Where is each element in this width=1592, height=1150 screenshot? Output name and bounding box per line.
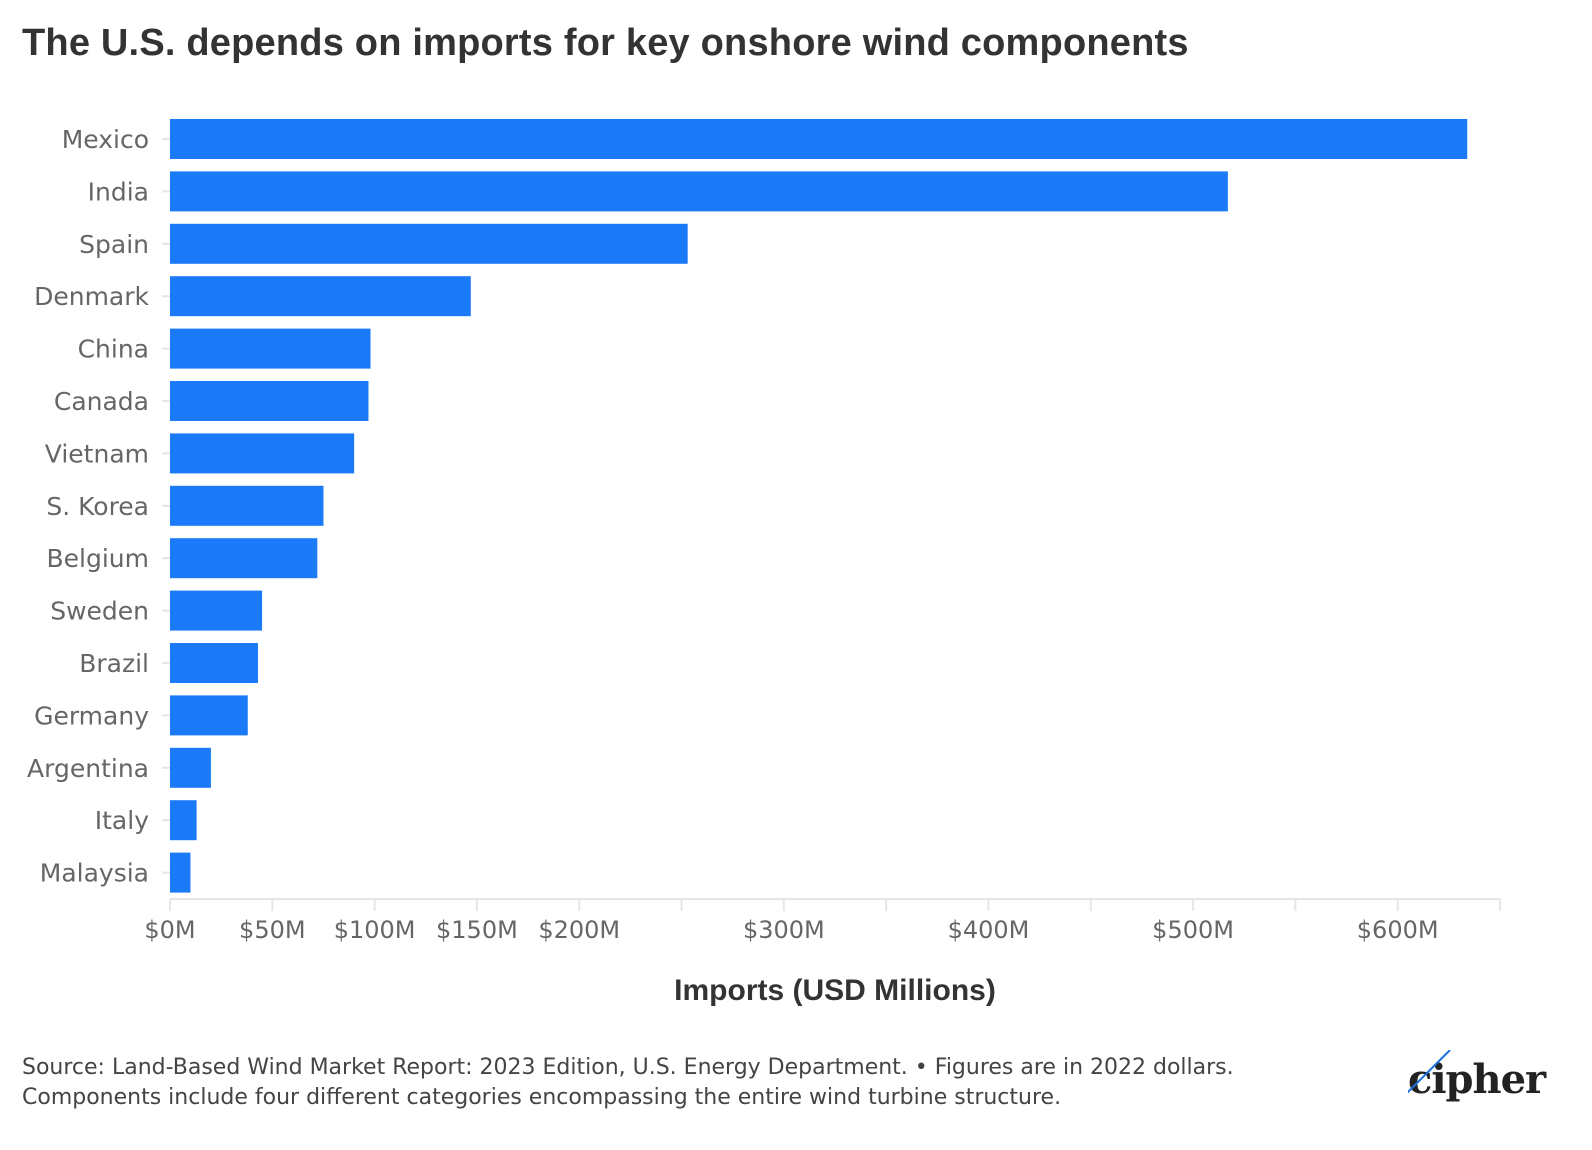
category-label: China <box>78 335 149 364</box>
bar-s-korea <box>170 485 324 526</box>
category-label: Vietnam <box>45 439 149 468</box>
source-line-2: Components include four different catego… <box>22 1085 1062 1110</box>
bar-sweden <box>170 590 263 631</box>
x-tick-label: $50M <box>239 916 306 944</box>
bar-malaysia <box>170 852 191 893</box>
x-tick-label: $100M <box>334 916 416 944</box>
source-line-1: Source: Land-Based Wind Market Report: 2… <box>22 1055 1234 1080</box>
category-label: Malaysia <box>40 859 149 888</box>
x-tick-label: $300M <box>743 916 825 944</box>
bar-vietnam <box>170 433 355 474</box>
category-label: Argentina <box>27 754 149 783</box>
cipher-logo: cipher <box>1408 1050 1558 1110</box>
source-note: Source: Land-Based Wind Market Report: 2… <box>22 1053 1234 1113</box>
x-tick-label: $400M <box>948 916 1030 944</box>
bar-spain <box>170 223 688 264</box>
x-tick-label: $200M <box>538 916 620 944</box>
category-label: Sweden <box>50 597 149 626</box>
bar-india <box>170 171 1228 212</box>
category-label: Belgium <box>47 544 150 573</box>
category-label: Denmark <box>34 282 149 311</box>
bar-brazil <box>170 643 258 683</box>
category-label: Mexico <box>62 125 149 154</box>
bar-belgium <box>170 538 318 579</box>
chart-title: The U.S. depends on imports for key onsh… <box>22 22 1189 64</box>
category-label: Canada <box>54 387 149 416</box>
bar-mexico <box>170 119 1468 159</box>
x-tick-label: $150M <box>436 916 518 944</box>
x-tick-label: $500M <box>1152 916 1234 944</box>
category-label: S. Korea <box>46 492 149 521</box>
bar-germany <box>170 695 248 736</box>
bar-argentina <box>170 747 211 788</box>
logo-text: cipher <box>1408 1056 1546 1103</box>
bar-china <box>170 328 371 369</box>
category-label: Italy <box>95 806 149 835</box>
category-label: India <box>88 177 149 206</box>
bar-canada <box>170 381 369 421</box>
x-tick-label: $0M <box>144 916 195 944</box>
logo-slash <box>1408 1050 1451 1094</box>
x-tick-label: $600M <box>1357 916 1439 944</box>
category-label: Spain <box>79 230 149 259</box>
bar-denmark <box>170 276 471 317</box>
x-axis-title: Imports (USD Millions) <box>674 974 996 1007</box>
category-label: Germany <box>34 701 149 730</box>
bar-italy <box>170 800 197 841</box>
category-label: Brazil <box>79 649 149 678</box>
